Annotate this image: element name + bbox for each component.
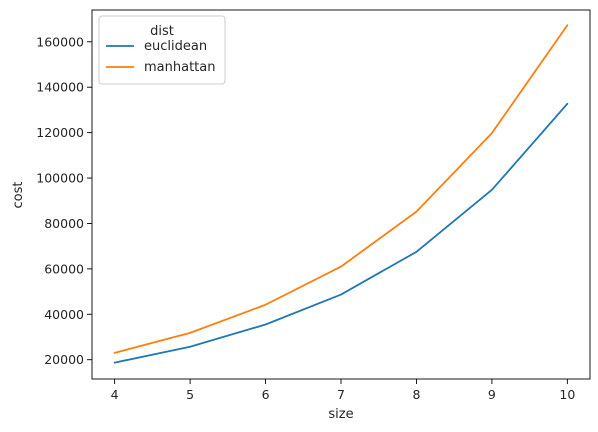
legend-label-manhattan: manhattan: [144, 60, 215, 75]
legend-label-euclidean: euclidean: [144, 39, 207, 54]
x-tick-label: 9: [488, 387, 496, 402]
x-axis-label: size: [328, 407, 353, 422]
y-tick-label: 20000: [44, 352, 84, 367]
x-tick-label: 7: [337, 387, 345, 402]
y-tick-label: 40000: [44, 307, 84, 322]
x-tick-label: 5: [186, 387, 194, 402]
y-tick-label: 80000: [44, 216, 84, 231]
y-tick-label: 120000: [36, 125, 84, 140]
y-axis-label: cost: [11, 182, 26, 209]
y-tick-label: 100000: [36, 171, 84, 186]
x-axis-ticks: 4 5 6 7 8 9 10: [111, 379, 576, 402]
y-tick-label: 140000: [36, 80, 84, 95]
x-tick-label: 10: [559, 387, 575, 402]
y-tick-label: 60000: [44, 261, 84, 276]
x-tick-label: 6: [262, 387, 270, 402]
legend-title: dist: [150, 24, 174, 39]
y-axis-ticks: 20000 40000 60000 80000 100000 120000 140000 16…: [36, 34, 92, 367]
legend: dist euclidean manhattan: [99, 16, 225, 84]
x-tick-label: 8: [412, 387, 420, 402]
x-tick-label: 4: [111, 387, 119, 402]
series-line-euclidean: [115, 104, 568, 363]
y-tick-label: 160000: [36, 34, 84, 49]
